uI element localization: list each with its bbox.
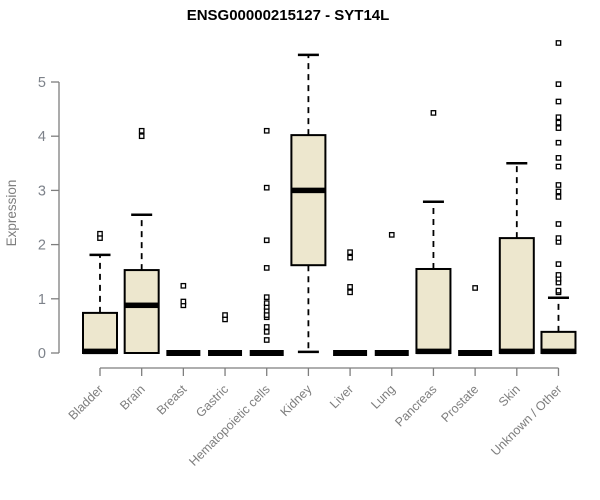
box-body — [290, 134, 327, 267]
median-line — [541, 348, 576, 355]
median-line — [291, 187, 326, 194]
outlier-point — [555, 194, 562, 200]
x-tick-label: Prostate — [438, 382, 481, 425]
box-liver — [333, 249, 368, 356]
outlier-point — [263, 300, 270, 306]
box-prostate — [458, 285, 493, 356]
box-skin — [498, 162, 535, 355]
outlier-point — [555, 139, 562, 146]
outlier-point — [347, 254, 353, 261]
outlier-point — [555, 287, 562, 294]
outlier-point — [555, 182, 562, 188]
axes: 0 1 2 3 4 5 Bladder Brain Breast GastricHematopoi… — [38, 75, 565, 469]
outlier-point — [263, 324, 270, 330]
outlier-point — [263, 294, 270, 301]
outlier-point — [180, 282, 187, 289]
outlier-point — [555, 155, 562, 161]
outlier-point — [263, 127, 270, 134]
chart-title: ENSG00000215127 - SYT14L — [187, 7, 390, 24]
box-kidney — [290, 53, 327, 354]
outlier-point — [555, 235, 562, 241]
x-tick-label: Pancreas — [392, 382, 439, 429]
box-bladder — [82, 230, 118, 355]
x-tick-label: Unknown / Other — [488, 382, 564, 458]
box-lung — [374, 231, 409, 356]
outlier-point — [555, 40, 562, 46]
collapsed-box — [458, 350, 493, 356]
boxes — [82, 40, 577, 356]
collapsed-box — [333, 350, 368, 356]
outlier-point — [263, 337, 270, 343]
outlier-point — [263, 184, 270, 191]
outlier-point — [555, 272, 562, 278]
box-body — [415, 267, 452, 354]
median-line — [416, 348, 451, 355]
y-tick-label: 2 — [38, 238, 46, 254]
y-tick-label: 3 — [38, 183, 46, 199]
box-unknown-other — [540, 40, 577, 355]
y-tick-label: 4 — [38, 129, 46, 145]
outlier-point — [347, 289, 353, 296]
y-tick-label: 1 — [38, 292, 46, 308]
box-body — [123, 269, 160, 355]
outlier-point — [472, 285, 478, 291]
outlier-point — [263, 237, 270, 244]
x-tick-label: Kidney — [278, 382, 315, 419]
outlier-point — [97, 230, 103, 237]
outlier-point — [430, 110, 437, 116]
x-tick-label: Lung — [368, 382, 398, 412]
outlier-point — [555, 81, 562, 88]
outlier-point — [555, 188, 562, 195]
outlier-point — [263, 265, 270, 271]
outlier-point — [555, 221, 562, 227]
outlier-point — [138, 133, 145, 140]
collapsed-box — [249, 350, 284, 356]
outlier-point — [555, 163, 562, 170]
outlier-point — [555, 125, 562, 131]
box-pancreas — [415, 110, 452, 355]
outlier-point — [180, 298, 187, 305]
box-hematopoietic-cells — [249, 127, 284, 356]
x-tick-label: Brain — [117, 382, 148, 413]
x-tick-label: Gastric — [193, 382, 231, 420]
y-axis-label: Expression — [4, 180, 19, 247]
median-line — [499, 348, 534, 355]
box-gastric — [208, 312, 243, 356]
collapsed-box — [208, 350, 243, 356]
box-brain — [123, 127, 160, 355]
x-tick-label: Hematopoietic cells — [186, 382, 273, 469]
box-body — [82, 311, 118, 354]
collapsed-box — [374, 350, 409, 356]
outlier-point — [263, 329, 270, 335]
outlier-point — [222, 312, 228, 318]
x-tick-label: Skin — [496, 382, 523, 409]
outlier-point — [138, 127, 145, 134]
outlier-point — [555, 119, 562, 126]
median-line — [83, 348, 117, 355]
x-tick-label: Bladder — [66, 382, 106, 422]
outlier-point — [388, 231, 395, 238]
median-line — [124, 302, 159, 309]
outlier-point — [347, 249, 353, 256]
outlier-point — [555, 114, 562, 121]
box-breast — [166, 282, 201, 356]
outlier-point — [555, 98, 562, 105]
y-tick-label: 5 — [38, 75, 46, 91]
outlier-point — [555, 261, 562, 267]
x-tick-label: Liver — [327, 382, 356, 411]
collapsed-box — [166, 350, 201, 356]
y-tick-label: 0 — [38, 346, 46, 362]
box-body — [498, 237, 535, 354]
x-tick-label: Breast — [154, 382, 190, 418]
outlier-point — [347, 284, 353, 290]
